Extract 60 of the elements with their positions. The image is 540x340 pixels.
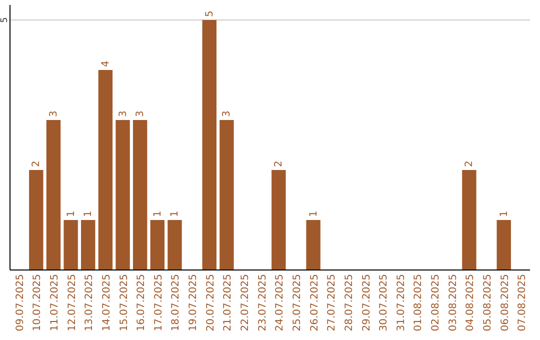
bar: [496, 220, 511, 270]
x-tick-label: 24.07.2025: [274, 274, 286, 332]
bar: [29, 170, 44, 270]
data-label: 1: [66, 210, 77, 217]
x-tick-label: 17.07.2025: [153, 274, 164, 332]
x-tick-label: 03.08.2025: [448, 274, 459, 332]
bar: [306, 220, 320, 270]
data-label: 3: [222, 110, 233, 117]
x-tick-label: 10.07.2025: [32, 274, 44, 332]
x-tick-label: 11.07.2025: [49, 274, 60, 332]
x-tick-label: 01.08.2025: [413, 274, 424, 332]
data-label: 1: [498, 210, 510, 217]
x-tick-label: 19.07.2025: [188, 274, 200, 332]
bar: [116, 120, 130, 270]
x-tick-label: 29.07.2025: [361, 274, 372, 332]
bar: [132, 120, 148, 270]
bar: [46, 120, 61, 270]
bar: [220, 120, 234, 270]
x-tick-label: 30.07.2025: [378, 274, 390, 332]
x-tick-label: 25.07.2025: [292, 274, 303, 332]
x-tick-label: 20.07.2025: [205, 274, 216, 332]
data-label: 1: [83, 210, 94, 217]
x-tick-label: 04.08.2025: [465, 274, 476, 332]
data-label: 3: [118, 110, 129, 117]
x-tick-label: 15.07.2025: [118, 274, 130, 332]
bar: [272, 170, 286, 270]
data-label: 3: [48, 110, 60, 117]
bar: [64, 220, 78, 270]
x-tick-label: 12.07.2025: [66, 274, 78, 332]
bar: [168, 220, 182, 270]
x-tick-label: 07.08.2025: [517, 274, 528, 332]
x-tick-label: 21.07.2025: [222, 274, 234, 332]
x-tick-label: 26.07.2025: [309, 274, 320, 332]
x-tick-label: 14.07.2025: [101, 274, 112, 332]
bar: [462, 170, 476, 270]
data-label: 2: [464, 160, 476, 167]
x-tick-label: 22.07.2025: [240, 274, 252, 332]
x-tick-label: 31.07.2025: [396, 274, 407, 332]
x-tick-label: 02.08.2025: [430, 274, 442, 332]
data-label: 3: [135, 110, 146, 117]
x-tick-label: 09.07.2025: [14, 274, 26, 332]
data-label: 2: [31, 160, 42, 167]
x-tick-label: 18.07.2025: [170, 274, 182, 332]
x-tick-label: 06.08.2025: [500, 274, 511, 332]
data-label: 1: [152, 210, 164, 217]
x-tick-label: 28.07.2025: [344, 274, 355, 332]
data-label: 4: [100, 60, 112, 67]
bar: [150, 220, 165, 270]
x-tick-label: 23.07.2025: [257, 274, 268, 332]
x-tick-label: 16.07.2025: [136, 274, 148, 332]
x-tick-label: 05.08.2025: [482, 274, 494, 332]
x-tick-label: 27.07.2025: [326, 274, 338, 332]
data-label: 2: [274, 160, 285, 167]
data-label: 1: [170, 210, 181, 217]
bar: [202, 20, 216, 270]
data-label: 1: [308, 210, 320, 217]
bar: [98, 70, 113, 270]
x-tick-label: 13.07.2025: [84, 274, 96, 332]
bar: [81, 220, 96, 270]
data-label: 5: [204, 10, 216, 17]
